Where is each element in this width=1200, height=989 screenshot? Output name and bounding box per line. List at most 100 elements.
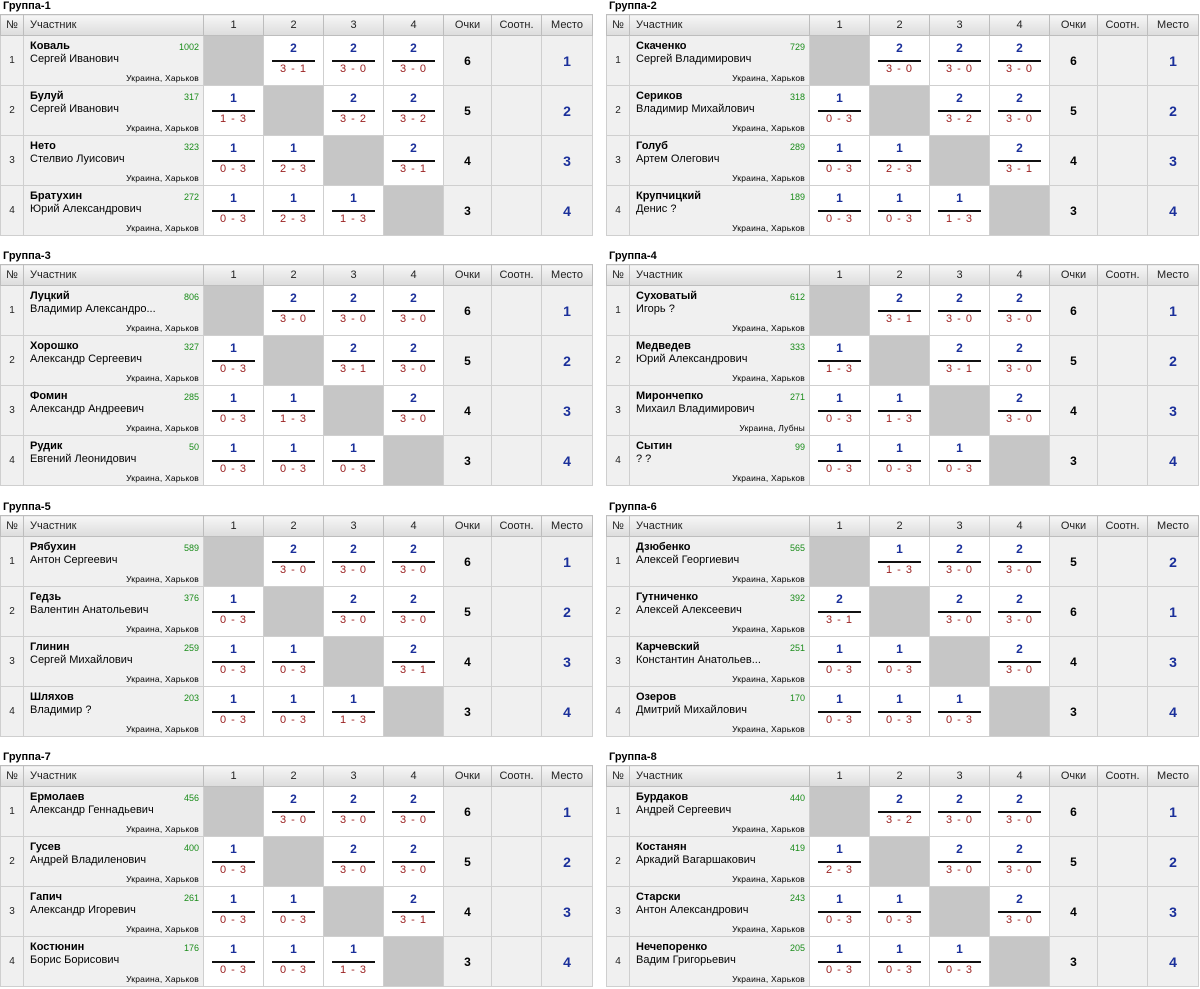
- match-result[interactable]: 2 3 - 0: [383, 836, 444, 887]
- match-result[interactable]: 1 0 - 3: [203, 586, 264, 637]
- player-surname[interactable]: Озеров: [636, 691, 677, 703]
- player-surname[interactable]: Гусев: [30, 841, 61, 853]
- match-result[interactable]: 1 0 - 3: [203, 636, 264, 687]
- player-surname[interactable]: Хорошко: [30, 340, 79, 352]
- player-surname[interactable]: Рябухин: [30, 541, 77, 553]
- match-result[interactable]: 2 3 - 0: [989, 836, 1050, 887]
- match-result[interactable]: 1 0 - 3: [869, 686, 930, 737]
- match-result[interactable]: 2 3 - 0: [989, 85, 1050, 136]
- player-surname[interactable]: Гедзь: [30, 591, 62, 603]
- match-result[interactable]: 1 0 - 3: [203, 135, 264, 186]
- match-result[interactable]: 2 3 - 1: [809, 586, 870, 637]
- match-result[interactable]: 2 3 - 0: [323, 536, 384, 587]
- match-result[interactable]: 1 2 - 3: [809, 836, 870, 887]
- player-surname[interactable]: Сериков: [636, 90, 683, 102]
- match-result[interactable]: 1 2 - 3: [869, 135, 930, 186]
- match-result[interactable]: 1 1 - 3: [203, 85, 264, 136]
- match-result[interactable]: 2 3 - 0: [989, 335, 1050, 386]
- match-result[interactable]: 1 0 - 3: [263, 435, 324, 486]
- player-surname[interactable]: Луцкий: [30, 290, 70, 302]
- player-surname[interactable]: Старски: [636, 891, 681, 903]
- match-result[interactable]: 2 3 - 0: [989, 886, 1050, 937]
- match-result[interactable]: 1 1 - 3: [323, 686, 384, 737]
- match-result[interactable]: 1 0 - 3: [809, 135, 870, 186]
- match-result[interactable]: 1 0 - 3: [203, 936, 264, 987]
- match-result[interactable]: 2 3 - 0: [383, 285, 444, 336]
- player-surname[interactable]: Глинин: [30, 641, 70, 653]
- match-result[interactable]: 2 3 - 0: [323, 836, 384, 887]
- match-result[interactable]: 1 0 - 3: [809, 185, 870, 236]
- player-surname[interactable]: Костюнин: [30, 941, 85, 953]
- match-result[interactable]: 1 0 - 3: [809, 385, 870, 436]
- match-result[interactable]: 1 1 - 3: [323, 936, 384, 987]
- match-result[interactable]: 1 0 - 3: [203, 435, 264, 486]
- match-result[interactable]: 1 0 - 3: [263, 886, 324, 937]
- match-result[interactable]: 2 3 - 0: [383, 786, 444, 837]
- player-surname[interactable]: Гапич: [30, 891, 63, 903]
- player-surname[interactable]: Ермолаев: [30, 791, 85, 803]
- match-result[interactable]: 2 3 - 0: [869, 35, 930, 86]
- match-result[interactable]: 2 3 - 0: [263, 786, 324, 837]
- match-result[interactable]: 1 0 - 3: [809, 85, 870, 136]
- match-result[interactable]: 2 3 - 0: [989, 285, 1050, 336]
- match-result[interactable]: 2 3 - 0: [989, 636, 1050, 687]
- match-result[interactable]: 2 3 - 1: [383, 886, 444, 937]
- match-result[interactable]: 2 3 - 0: [929, 35, 990, 86]
- player-surname[interactable]: Сытин: [636, 440, 673, 452]
- match-result[interactable]: 2 3 - 1: [383, 135, 444, 186]
- match-result[interactable]: 1 0 - 3: [809, 936, 870, 987]
- match-result[interactable]: 1 0 - 3: [203, 836, 264, 887]
- match-result[interactable]: 1 0 - 3: [929, 936, 990, 987]
- match-result[interactable]: 2 3 - 2: [383, 85, 444, 136]
- match-result[interactable]: 1 0 - 3: [869, 636, 930, 687]
- player-surname[interactable]: Карчевский: [636, 641, 700, 653]
- player-surname[interactable]: Дзюбенко: [636, 541, 691, 553]
- player-surname[interactable]: Костанян: [636, 841, 687, 853]
- match-result[interactable]: 2 3 - 0: [323, 786, 384, 837]
- match-result[interactable]: 2 3 - 0: [989, 35, 1050, 86]
- match-result[interactable]: 2 3 - 0: [989, 536, 1050, 587]
- match-result[interactable]: 1 0 - 3: [869, 936, 930, 987]
- match-result[interactable]: 2 3 - 0: [929, 536, 990, 587]
- match-result[interactable]: 2 3 - 1: [989, 135, 1050, 186]
- match-result[interactable]: 2 3 - 0: [323, 285, 384, 336]
- player-surname[interactable]: Голуб: [636, 140, 668, 152]
- match-result[interactable]: 1 1 - 3: [869, 536, 930, 587]
- match-result[interactable]: 2 3 - 0: [263, 536, 324, 587]
- match-result[interactable]: 2 3 - 0: [383, 335, 444, 386]
- match-result[interactable]: 1 0 - 3: [929, 686, 990, 737]
- match-result[interactable]: 1 0 - 3: [263, 686, 324, 737]
- match-result[interactable]: 2 3 - 0: [929, 586, 990, 637]
- player-surname[interactable]: Крупчицкий: [636, 190, 701, 202]
- match-result[interactable]: 1 1 - 3: [929, 185, 990, 236]
- match-result[interactable]: 2 3 - 0: [383, 586, 444, 637]
- match-result[interactable]: 2 3 - 0: [383, 385, 444, 436]
- match-result[interactable]: 1 1 - 3: [323, 185, 384, 236]
- player-surname[interactable]: Медведев: [636, 340, 691, 352]
- match-result[interactable]: 1 0 - 3: [263, 636, 324, 687]
- match-result[interactable]: 2 3 - 1: [263, 35, 324, 86]
- match-result[interactable]: 1 0 - 3: [809, 686, 870, 737]
- match-result[interactable]: 1 0 - 3: [203, 686, 264, 737]
- match-result[interactable]: 2 3 - 0: [383, 536, 444, 587]
- match-result[interactable]: 1 0 - 3: [323, 435, 384, 486]
- player-surname[interactable]: Шляхов: [30, 691, 74, 703]
- match-result[interactable]: 2 3 - 0: [989, 786, 1050, 837]
- player-surname[interactable]: Рудик: [30, 440, 63, 452]
- match-result[interactable]: 2 3 - 2: [929, 85, 990, 136]
- match-result[interactable]: 1 0 - 3: [809, 435, 870, 486]
- match-result[interactable]: 1 0 - 3: [203, 886, 264, 937]
- match-result[interactable]: 2 3 - 0: [929, 285, 990, 336]
- match-result[interactable]: 1 0 - 3: [203, 335, 264, 386]
- match-result[interactable]: 2 3 - 1: [323, 335, 384, 386]
- match-result[interactable]: 1 1 - 3: [869, 385, 930, 436]
- match-result[interactable]: 2 3 - 2: [323, 85, 384, 136]
- match-result[interactable]: 1 0 - 3: [869, 185, 930, 236]
- player-surname[interactable]: Булуй: [30, 90, 64, 102]
- match-result[interactable]: 1 0 - 3: [809, 636, 870, 687]
- match-result[interactable]: 1 0 - 3: [869, 435, 930, 486]
- match-result[interactable]: 1 1 - 3: [809, 335, 870, 386]
- player-surname[interactable]: Скаченко: [636, 40, 687, 52]
- player-surname[interactable]: Мирончепко: [636, 390, 704, 402]
- match-result[interactable]: 1 0 - 3: [869, 886, 930, 937]
